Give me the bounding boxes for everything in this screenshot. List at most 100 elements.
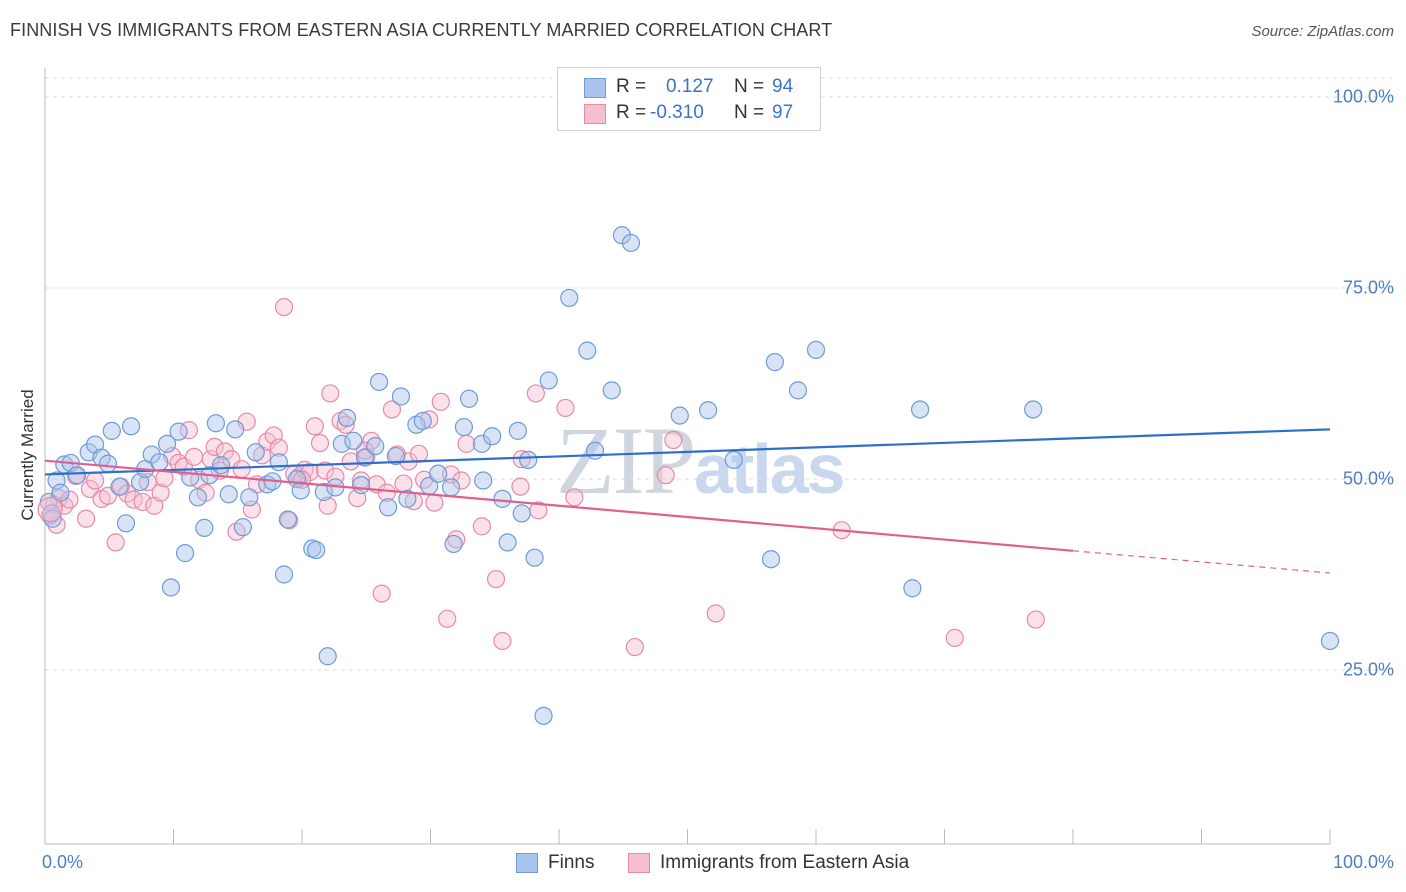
finns-point	[474, 471, 493, 490]
finns-point	[211, 456, 231, 475]
y-tick-label-25: 25.0%	[1342, 659, 1394, 680]
finns-point	[560, 288, 579, 308]
finns-point	[142, 445, 161, 464]
immigrants-trend-extension	[1072, 550, 1331, 574]
y-axis-label: Currently Married	[18, 389, 37, 521]
immigrants-point	[565, 488, 584, 507]
r-value: -0.310	[650, 102, 704, 123]
immigrants-point	[372, 584, 391, 603]
finns-point	[413, 411, 432, 431]
finns-point	[806, 340, 826, 359]
finns-point	[240, 488, 259, 507]
finns-point	[318, 647, 337, 666]
immigrants-point	[269, 438, 288, 457]
finns-point	[508, 421, 527, 440]
finns-point	[278, 510, 297, 529]
finns-point	[539, 371, 558, 390]
finns-point	[578, 341, 597, 360]
immigrants-point	[355, 441, 375, 460]
finns-point	[206, 414, 226, 433]
legend-item-finns: Finns	[516, 852, 594, 874]
finns-point	[68, 466, 87, 485]
finns-point	[454, 417, 474, 437]
finns-point	[724, 450, 743, 469]
correlation-legend: R = 0.127 N = 94 R = -0.310 N = 97	[557, 67, 821, 131]
immigrants-point	[310, 433, 330, 453]
finns-point	[161, 578, 181, 597]
chart-title: FINNISH VS IMMIGRANTS FROM EASTERN ASIA …	[10, 20, 833, 40]
immigrants-point	[133, 492, 152, 512]
finns-point	[110, 477, 129, 496]
r-label: R =	[616, 76, 647, 97]
finns-point	[370, 372, 389, 392]
finns-point	[472, 434, 491, 453]
finns-point	[378, 498, 398, 517]
legend-item-immigrants: Immigrants from Eastern Asia	[628, 852, 909, 874]
legend-row-finns: R = 0.127 N = 94	[584, 75, 814, 99]
immigrants-point	[205, 437, 224, 457]
immigrants-point	[486, 569, 506, 589]
finns-point	[366, 437, 385, 456]
finns-point	[181, 468, 200, 487]
n-value: 97	[772, 102, 794, 123]
immigrants-legend-label: Immigrants from Eastern Asia	[660, 852, 910, 873]
finns-point	[698, 401, 718, 420]
finns-legend-label: Finns	[548, 852, 595, 873]
x-tick-label-min: 0.0%	[42, 852, 84, 872]
immigrants-point	[316, 461, 335, 480]
finns-point	[519, 450, 538, 469]
immigrants-point	[409, 444, 429, 463]
finns-point	[788, 381, 808, 400]
finns-point	[386, 446, 405, 466]
immigrants-point	[318, 496, 337, 515]
finns-point	[332, 434, 351, 453]
finns-point	[602, 381, 621, 400]
immigrants-point	[232, 459, 251, 479]
finns-point	[188, 488, 208, 507]
finns-point	[398, 489, 417, 508]
immigrants-point	[394, 474, 413, 493]
n-label: N =	[734, 102, 765, 123]
finns-point	[102, 421, 121, 440]
finns-point	[344, 431, 363, 450]
immigrants-point	[215, 442, 234, 461]
immigrants-point	[60, 490, 79, 509]
immigrants-point	[493, 631, 512, 651]
immigrants-point	[151, 483, 170, 502]
finns-point	[274, 565, 294, 584]
finns-point	[169, 422, 188, 441]
immigrants-trend-line	[44, 459, 1074, 552]
watermark: ZIPatlas	[556, 407, 846, 514]
immigrants-point	[184, 447, 204, 466]
immigrants-legend-swatch	[628, 853, 650, 873]
finns-legend-swatch	[516, 853, 538, 873]
finns-point	[429, 464, 448, 483]
finns-point	[459, 389, 479, 408]
immigrants-swatch	[584, 104, 606, 124]
y-tick-label-75: 75.0%	[1342, 277, 1394, 298]
immigrants-point	[106, 533, 125, 552]
n-label: N =	[734, 76, 765, 97]
immigrants-point	[382, 400, 402, 419]
immigrants-point	[452, 471, 471, 490]
finns-point	[1320, 631, 1340, 651]
immigrants-point	[664, 430, 683, 450]
immigrants-point	[656, 466, 675, 485]
r-label: R =	[616, 102, 647, 123]
series-legend: Finns Immigrants from Eastern Asia	[0, 852, 1406, 876]
finns-point	[337, 408, 357, 427]
finns-point	[512, 504, 531, 523]
finns-point	[175, 544, 195, 563]
finns-point	[525, 548, 544, 567]
immigrants-point	[472, 517, 491, 536]
immigrants-point	[280, 511, 299, 530]
immigrants-point	[706, 604, 725, 623]
finns-point	[352, 476, 371, 495]
finns-point	[98, 454, 118, 473]
immigrants-point	[457, 434, 476, 453]
finns-point	[291, 481, 310, 500]
immigrants-point	[336, 415, 355, 434]
y-tick-label-100: 100.0%	[1332, 86, 1394, 107]
finns-point	[670, 406, 689, 425]
